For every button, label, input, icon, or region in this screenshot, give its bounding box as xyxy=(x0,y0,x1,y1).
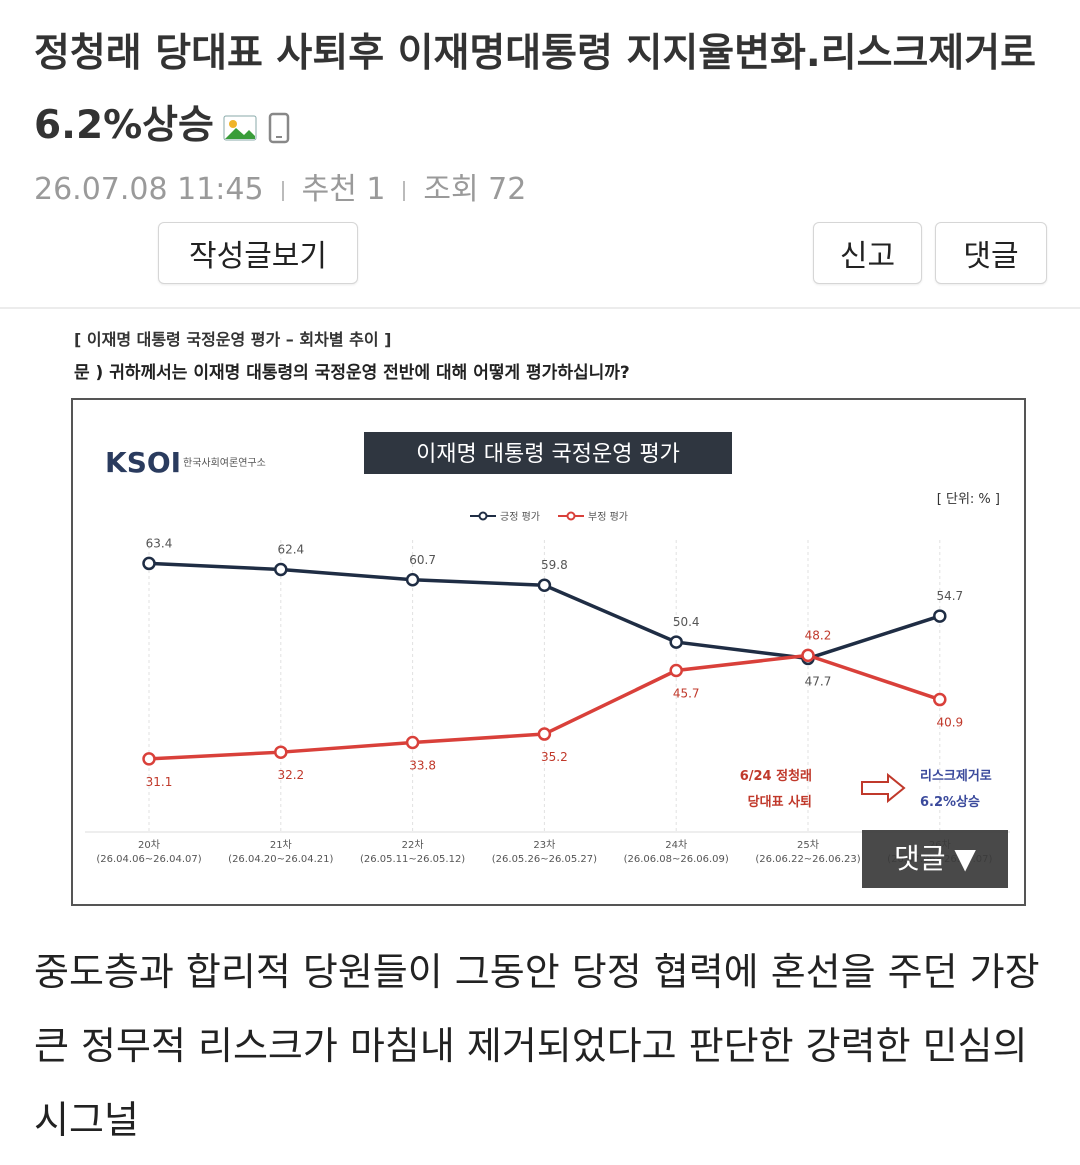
legend-marker xyxy=(478,511,488,521)
x-tick-label: 21차 xyxy=(270,839,292,851)
data-label: 47.7 xyxy=(805,674,832,688)
post-title-text: 정청래 당대표 사퇴후 이재명대통령 지지율변화.리스크제거로 6.2%상승 xyxy=(34,31,1037,148)
data-label: 32.2 xyxy=(277,768,304,782)
legend-label: 긍정 평가 xyxy=(500,511,540,523)
data-point xyxy=(274,745,288,759)
data-label: 62.4 xyxy=(277,542,304,556)
data-label: 59.8 xyxy=(541,558,568,572)
data-point xyxy=(142,752,156,766)
x-tick-date: (26.04.20~26.04.21) xyxy=(228,854,333,865)
x-tick-date: (26.06.22~26.06.23) xyxy=(755,854,860,865)
x-tick-date: (26.06.08~26.06.09) xyxy=(624,854,729,865)
data-label: 63.4 xyxy=(146,536,173,550)
x-tick-label: 24차 xyxy=(665,839,687,851)
data-point xyxy=(537,727,552,741)
post-title: 정청래 당대표 사퇴후 이재명대통령 지지율변화.리스크제거로 6.2%상승 xyxy=(34,18,1054,162)
logo: KSOI xyxy=(105,446,181,479)
data-point xyxy=(405,573,420,587)
view-count: 조회 72 xyxy=(423,172,527,207)
data-point xyxy=(405,735,420,750)
x-tick-label: 25차 xyxy=(797,839,819,851)
plot: 20차 (26.04.06~26.04.07) 21차 (26.04.20~26.04… xyxy=(85,511,1010,865)
report-button[interactable]: 신고 xyxy=(813,222,922,284)
annotation: 6/24 정청래 xyxy=(740,768,812,784)
data-label: 54.7 xyxy=(936,589,963,603)
annotation: 리스크제거로 xyxy=(920,768,992,784)
x-tick-date: (26.05.11~26.05.12) xyxy=(360,854,465,865)
divider xyxy=(0,307,1080,309)
data-point xyxy=(801,648,815,663)
comment-overlay-label[interactable]: 댓글 ▼ xyxy=(894,842,976,875)
chart-frame xyxy=(71,398,1026,906)
x-tick-date: (26.05.26~26.05.27) xyxy=(492,854,597,865)
data-point xyxy=(669,635,683,649)
data-label: 40.9 xyxy=(936,716,963,730)
image-bg xyxy=(68,325,1033,915)
data-label: 31.1 xyxy=(146,775,173,789)
data-point xyxy=(669,663,683,678)
annotation-arrow xyxy=(861,772,906,804)
comment-overlay[interactable] xyxy=(862,830,1008,888)
recommend-count: 추천 1 xyxy=(301,172,386,207)
post-body: 중도층과 합리적 당원들이 그동안 당정 협력에 혼선을 주던 가장 큰 정무적… xyxy=(34,950,1040,1142)
annotation: 당대표 사퇴 xyxy=(748,794,812,810)
view-posts-button[interactable]: 작성글보기 xyxy=(158,222,358,284)
x-tick-label: 22차 xyxy=(402,839,424,851)
unit: [ 단위: % ] xyxy=(937,492,1000,507)
comment-button[interactable]: 댓글 xyxy=(935,222,1047,284)
x-tick-date: (26.04.06~26.04.07) xyxy=(96,854,201,865)
data-label: 33.8 xyxy=(409,759,436,773)
chart-header: [ 이재명 대통령 국정운영 평가 – 회차별 추이 ] xyxy=(74,330,391,349)
data-label: 48.2 xyxy=(805,628,832,642)
data-label: 35.2 xyxy=(541,750,568,764)
annotation: 6.2%상승 xyxy=(920,795,980,810)
mobile-icon xyxy=(268,112,290,143)
data-point xyxy=(933,609,947,623)
legend-label: 부정 평가 xyxy=(588,511,628,523)
data-label: 50.4 xyxy=(673,615,700,629)
data-point xyxy=(274,562,288,577)
post-meta: 26.07.08 11:45 추천 1 조회 72 xyxy=(34,164,526,208)
post-date: 26.07.08 11:45 xyxy=(34,172,264,207)
org-name: 한국사회여론연구소 xyxy=(183,457,266,469)
legend-marker xyxy=(566,511,576,521)
chart-title: 이재명 대통령 국정운영 평가 xyxy=(416,442,680,467)
x-tick-label: 23차 xyxy=(533,839,555,851)
data-label: 60.7 xyxy=(409,553,436,567)
chart-question: 문 ) 귀하께서는 이재명 대통령의 국정운영 전반에 대해 어떻게 평가하십니… xyxy=(74,362,630,383)
data-label: 45.7 xyxy=(673,687,700,701)
data-point xyxy=(933,692,947,707)
data-point xyxy=(537,578,552,592)
image-icon xyxy=(223,115,257,140)
x-tick-label: 20차 xyxy=(138,839,160,851)
title-box xyxy=(364,432,732,474)
data-point xyxy=(142,556,156,571)
